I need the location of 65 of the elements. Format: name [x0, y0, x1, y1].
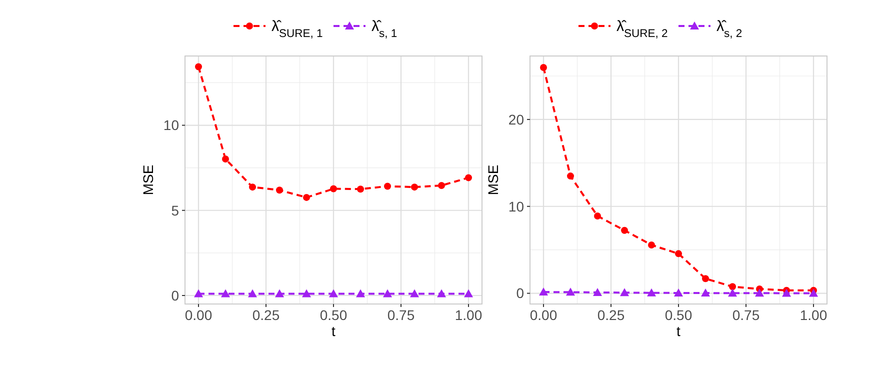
- legend-label: λ̂$_{s, 2}$: [716, 18, 742, 40]
- point: [195, 63, 202, 70]
- point: [330, 185, 337, 192]
- legend-label: λ̂$_{s, 1}$: [372, 18, 398, 40]
- point: [648, 241, 655, 248]
- point: [729, 283, 736, 290]
- x-tick-label: 1.00: [800, 307, 828, 323]
- point: [222, 155, 229, 162]
- point: [410, 289, 419, 298]
- point: [620, 288, 629, 296]
- y-axis-title: MSE: [140, 164, 156, 196]
- y-tick-label: 0: [516, 285, 524, 302]
- point: [567, 172, 574, 180]
- point: [755, 288, 764, 297]
- y-axis-title: MSE: [485, 164, 501, 196]
- point: [728, 288, 737, 297]
- y-tick-label: 10: [508, 198, 524, 214]
- y-tick-label: 20: [508, 111, 524, 128]
- point: [302, 289, 311, 298]
- point: [221, 289, 230, 298]
- point: [782, 288, 791, 297]
- y-tick-label: 0: [171, 287, 180, 304]
- point: [621, 226, 628, 234]
- x-axis-title: t: [332, 323, 336, 339]
- x-tick-label: 0.75: [732, 307, 760, 323]
- point: [647, 288, 656, 296]
- point: [275, 289, 284, 298]
- point: [248, 289, 257, 298]
- point: [674, 288, 683, 296]
- point: [329, 289, 338, 298]
- point: [701, 288, 710, 297]
- x-tick-label: 0.25: [597, 307, 625, 323]
- point: [438, 182, 445, 190]
- point: [276, 186, 283, 194]
- point: [437, 289, 446, 298]
- point: [540, 64, 547, 71]
- x-tick-label: 0.50: [664, 307, 692, 323]
- point: [303, 194, 310, 201]
- point: [465, 174, 472, 182]
- legend-label: λ̂$_{SURE, 1}$: [272, 18, 323, 40]
- x-tick-label: 0.50: [320, 307, 348, 323]
- point: [411, 184, 418, 191]
- point: [249, 184, 256, 191]
- point: [384, 182, 391, 190]
- x-tick-label: 0.75: [387, 307, 415, 323]
- point: [357, 186, 364, 193]
- point: [194, 289, 203, 298]
- point: [809, 288, 818, 297]
- point: [539, 288, 548, 296]
- x-tick-label: 1.00: [454, 307, 482, 323]
- x-tick-label: 0.00: [530, 307, 558, 323]
- point: [675, 250, 682, 258]
- point: [594, 212, 601, 220]
- legend-label: λ̂$_{SURE, 2}$: [616, 18, 668, 40]
- point: [383, 289, 392, 298]
- y-tick-label: 5: [171, 202, 180, 218]
- point: [593, 288, 602, 296]
- point: [356, 289, 365, 298]
- y-tick-label: 10: [163, 117, 180, 134]
- x-tick-label: 0.25: [252, 307, 280, 323]
- x-tick-label: 0.00: [184, 307, 212, 323]
- x-axis-title: t: [676, 323, 681, 339]
- point: [464, 289, 473, 298]
- point: [566, 288, 575, 296]
- point: [702, 275, 709, 282]
